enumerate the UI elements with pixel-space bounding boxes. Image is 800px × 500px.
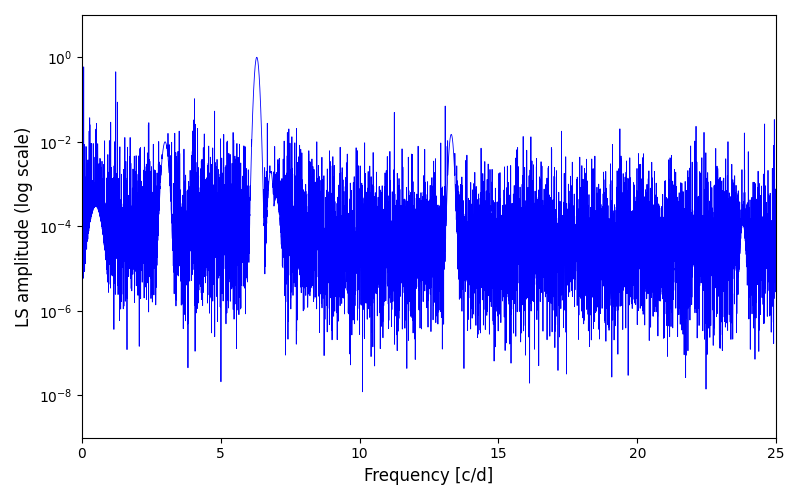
Y-axis label: LS amplitude (log scale): LS amplitude (log scale): [15, 126, 33, 326]
X-axis label: Frequency [c/d]: Frequency [c/d]: [364, 467, 494, 485]
